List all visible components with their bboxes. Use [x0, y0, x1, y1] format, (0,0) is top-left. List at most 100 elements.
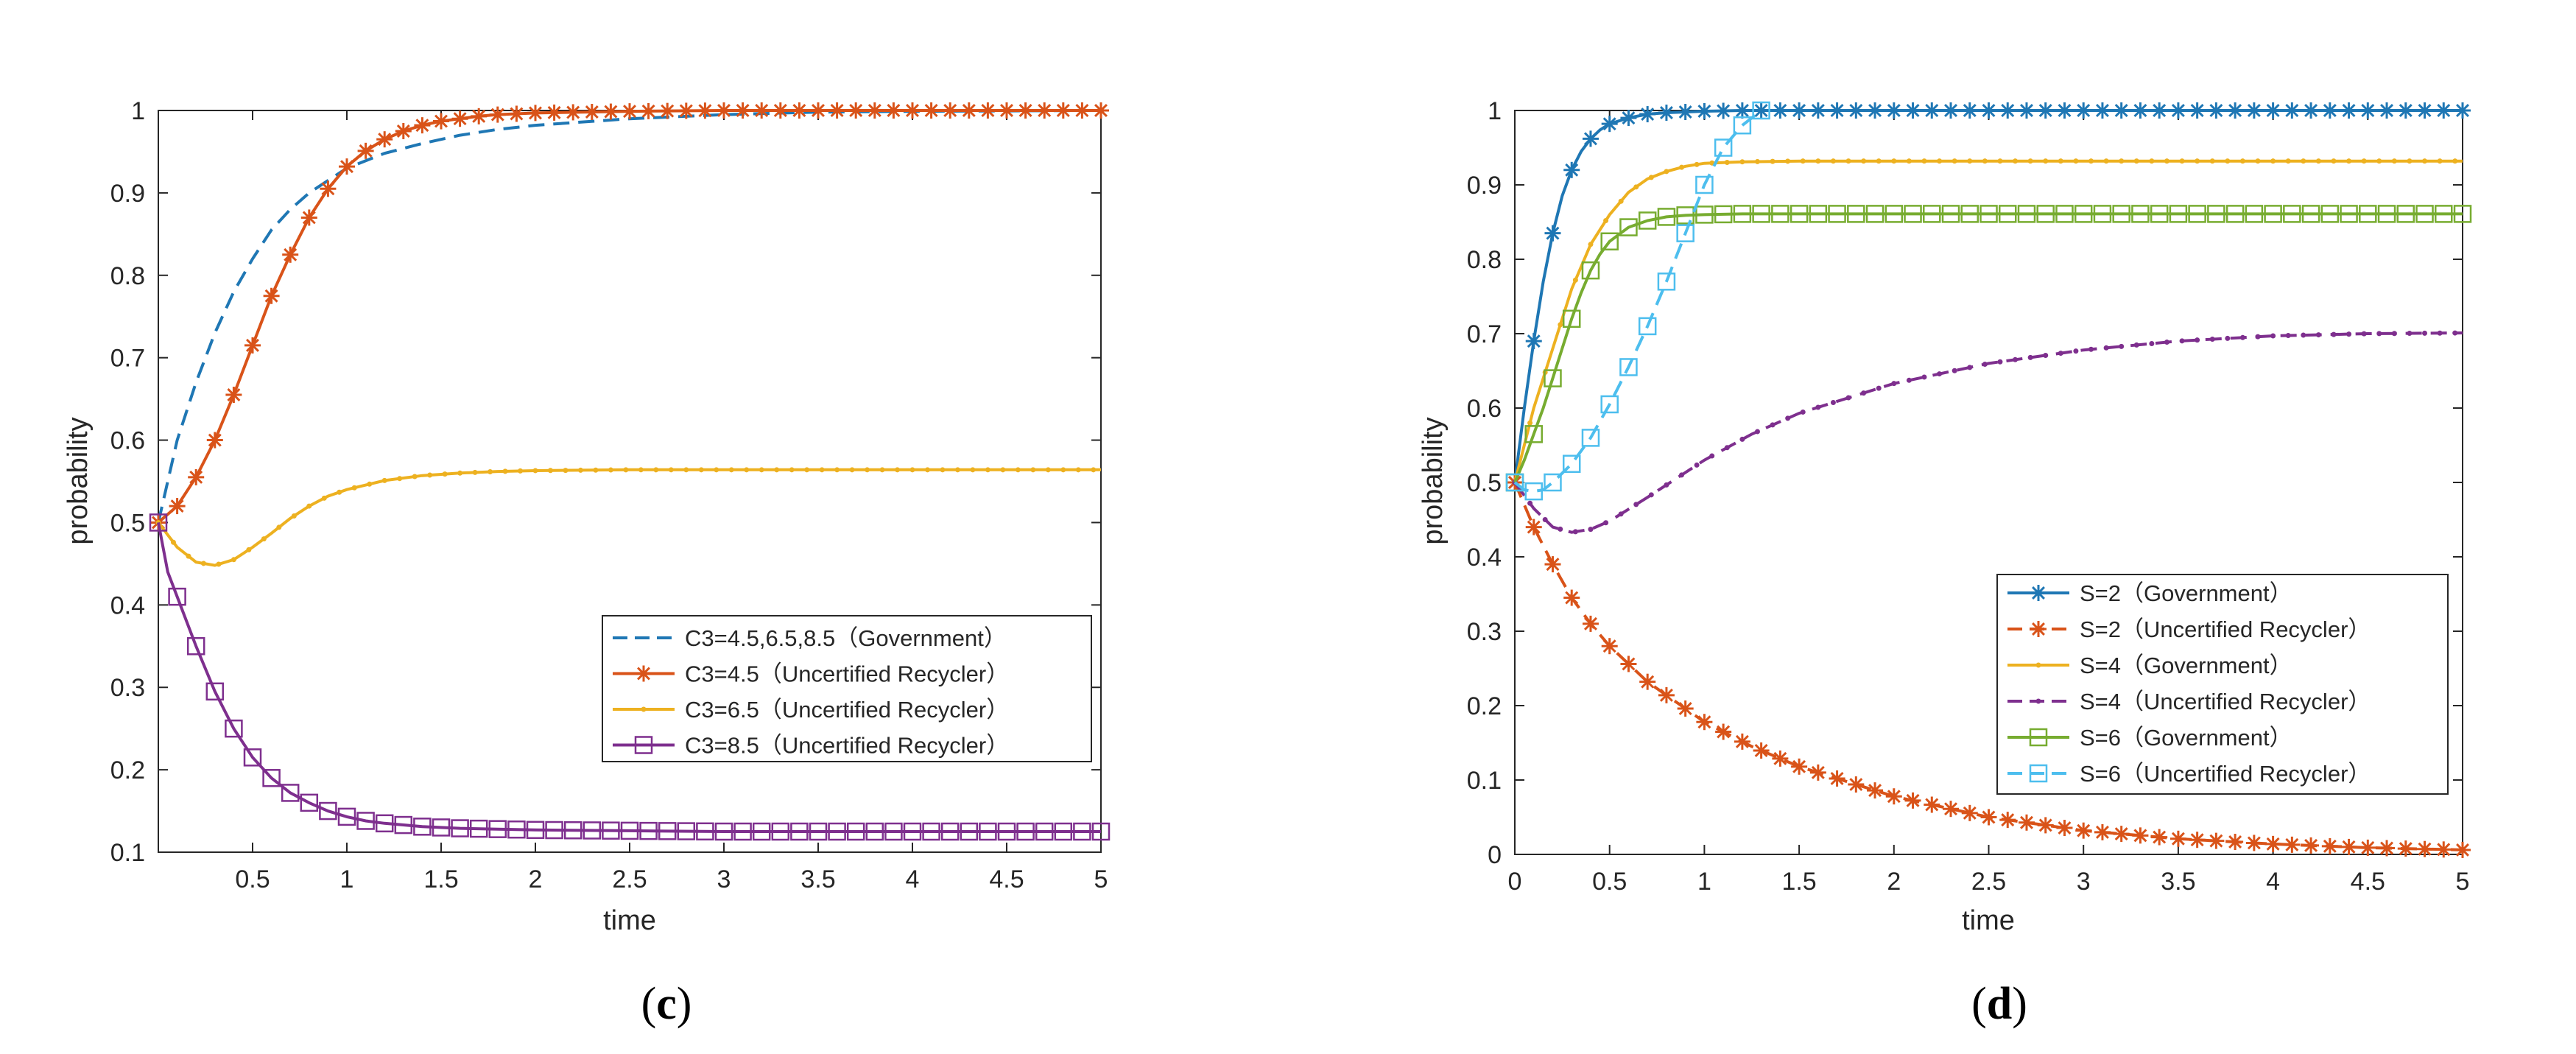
data-point	[1904, 205, 1922, 223]
data-point	[2058, 158, 2063, 164]
data-point	[1752, 205, 1770, 223]
data-point	[1734, 733, 1750, 750]
data-point	[546, 104, 563, 121]
data-point	[1695, 175, 1714, 194]
data-point	[1809, 764, 1826, 781]
data-point	[1739, 436, 1745, 442]
data-point	[413, 818, 432, 836]
data-point	[2422, 330, 2428, 336]
data-point	[1885, 205, 1904, 223]
data-point	[2340, 102, 2357, 119]
data-point	[2415, 205, 2434, 223]
data-point	[502, 468, 508, 474]
data-point	[526, 821, 545, 840]
data-point	[2013, 158, 2019, 164]
data-point	[2361, 158, 2367, 164]
data-point	[2169, 205, 2188, 223]
legend-item: S=4（Uncertified Recycler）	[2007, 689, 2371, 714]
data-point	[532, 468, 538, 474]
x-axis-label-c: time	[603, 905, 656, 936]
data-point	[1563, 589, 1580, 606]
data-point	[2225, 158, 2231, 164]
data-point	[2073, 348, 2079, 354]
data-point	[771, 822, 790, 841]
data-point	[716, 102, 732, 119]
data-point	[206, 432, 223, 449]
data-point	[1998, 205, 2017, 223]
data-point	[620, 821, 639, 840]
x-tick-label: 1.5	[1781, 868, 1816, 896]
data-point	[2179, 338, 2185, 344]
data-point	[828, 102, 845, 119]
data-point	[2315, 158, 2321, 164]
data-point	[200, 561, 206, 566]
data-point	[2435, 841, 2452, 858]
legend-marker	[2030, 621, 2047, 637]
data-point	[1715, 723, 1732, 740]
data-point	[1544, 556, 1561, 573]
data-point	[2149, 158, 2155, 164]
data-point	[960, 822, 979, 841]
data-point	[1679, 472, 1685, 478]
data-point	[1906, 158, 1912, 164]
data-point	[451, 819, 469, 837]
data-point	[2027, 354, 2033, 360]
legend-marker	[636, 665, 652, 682]
data-point	[1848, 102, 1865, 119]
data-point	[1558, 526, 1563, 532]
data-point	[593, 467, 599, 473]
data-point	[414, 117, 431, 134]
data-point	[2149, 340, 2155, 346]
data-point	[1638, 317, 1657, 336]
data-point	[2112, 205, 2130, 223]
data-point	[1847, 205, 1865, 223]
data-point	[488, 469, 493, 475]
data-point	[2397, 102, 2414, 119]
legend-label: S=4（Uncertified Recycler）	[2080, 689, 2371, 714]
data-point	[1600, 232, 1619, 251]
data-point	[2119, 343, 2125, 349]
data-point	[2209, 158, 2215, 164]
data-point	[2301, 205, 2320, 223]
x-tick-label: 0.5	[1592, 868, 1627, 896]
data-point	[1960, 205, 1979, 223]
x-tick-label: 5	[2456, 868, 2470, 896]
series-line	[1513, 212, 2463, 483]
y-tick-label: 0.3	[1467, 618, 1502, 646]
data-point	[1724, 445, 1730, 451]
data-point	[1891, 158, 1897, 164]
legend-label: C3=4.5（Uncertified Recycler）	[685, 661, 1009, 687]
data-point	[2422, 158, 2428, 164]
data-point	[1754, 429, 1760, 435]
series-c-4	[149, 513, 1111, 841]
data-point	[1618, 198, 1624, 204]
data-point	[1980, 809, 1997, 826]
data-point	[2245, 835, 2262, 851]
data-point	[412, 474, 418, 479]
data-point	[2113, 826, 2130, 843]
data-point	[2284, 836, 2301, 853]
data-point	[394, 815, 413, 835]
data-point	[2164, 158, 2169, 164]
y-tick-label: 0.3	[110, 674, 145, 702]
data-point	[2359, 839, 2376, 856]
series-c-2	[150, 102, 1109, 531]
y-tick-label: 1	[131, 97, 145, 125]
data-point	[2264, 835, 2281, 852]
data-point	[2391, 158, 2397, 164]
data-point	[2361, 331, 2367, 337]
data-point	[2075, 822, 2092, 839]
data-point	[300, 793, 319, 812]
x-tick-label: 2.5	[612, 865, 647, 893]
series-line	[157, 522, 1101, 833]
data-point	[1809, 205, 1828, 223]
data-point	[2435, 102, 2452, 119]
data-point	[1876, 158, 1882, 164]
x-tick-label: 3.5	[800, 865, 835, 893]
data-point	[1603, 520, 1609, 526]
data-point	[1791, 758, 1808, 775]
legend-marker	[2035, 662, 2041, 668]
data-point	[243, 748, 262, 767]
data-point	[1677, 104, 1694, 121]
data-point	[2013, 356, 2019, 362]
